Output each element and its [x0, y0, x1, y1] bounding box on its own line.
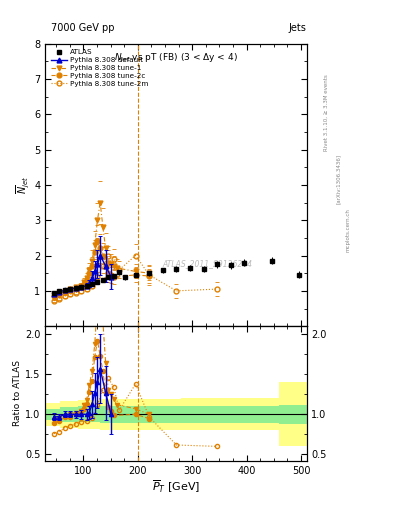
- Text: $N_{jet}$ vs pT (FB) (3 < $\Delta$y < 4): $N_{jet}$ vs pT (FB) (3 < $\Delta$y < 4): [114, 52, 238, 65]
- Y-axis label: Ratio to ATLAS: Ratio to ATLAS: [13, 360, 22, 426]
- Text: [arXiv:1306.3436]: [arXiv:1306.3436]: [336, 154, 341, 204]
- Text: Rivet 3.1.10, ≥ 3.3M events: Rivet 3.1.10, ≥ 3.3M events: [324, 74, 329, 151]
- Text: Jets: Jets: [289, 23, 307, 33]
- Text: 7000 GeV pp: 7000 GeV pp: [51, 23, 115, 33]
- Text: ATLAS_2011_S9126244: ATLAS_2011_S9126244: [162, 260, 252, 268]
- Legend: ATLAS, Pythia 8.308 default, Pythia 8.308 tune-1, Pythia 8.308 tune-2c, Pythia 8: ATLAS, Pythia 8.308 default, Pythia 8.30…: [49, 47, 150, 89]
- Y-axis label: $\overline{N}_{jet}$: $\overline{N}_{jet}$: [15, 176, 31, 194]
- X-axis label: $\overline{P}_T$ [GeV]: $\overline{P}_T$ [GeV]: [152, 478, 200, 495]
- Text: mcplots.cern.ch: mcplots.cern.ch: [346, 208, 351, 252]
